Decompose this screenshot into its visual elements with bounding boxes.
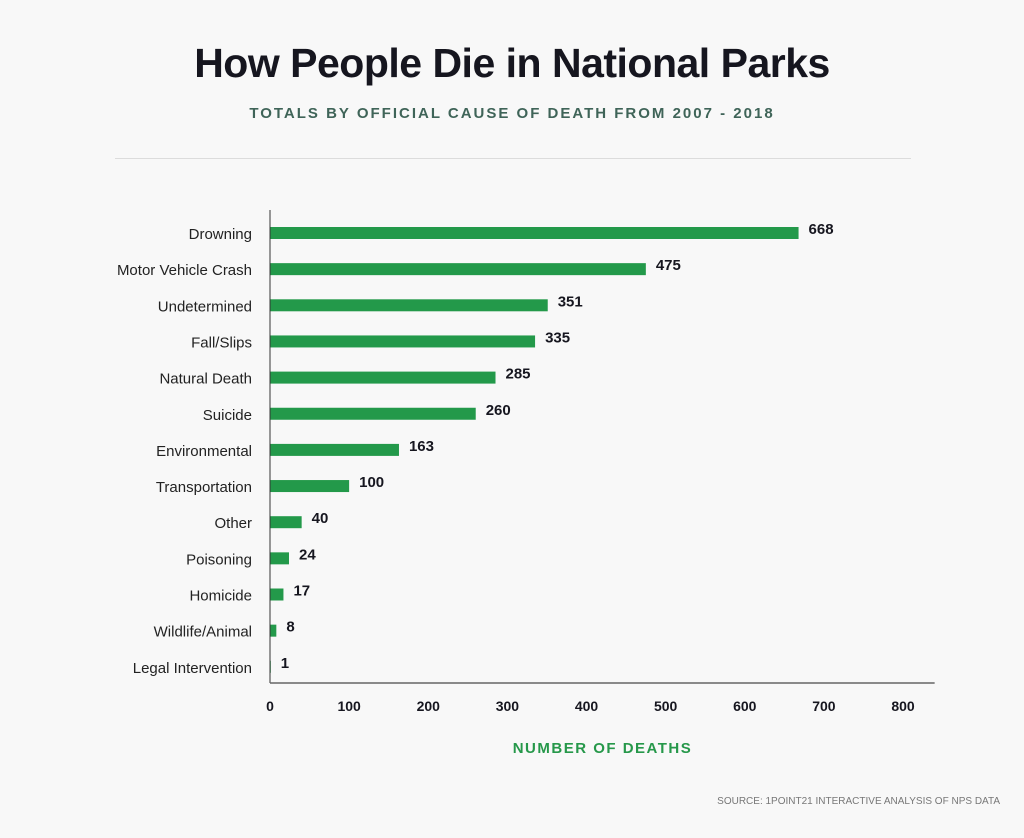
category-label: Drowning (189, 226, 252, 243)
category-label: Fall/Slips (191, 334, 252, 351)
category-label: Motor Vehicle Crash (117, 262, 252, 279)
x-tick-label: 200 (417, 698, 441, 714)
x-tick-label: 400 (575, 698, 599, 714)
chart-title: How People Die in National Parks (194, 40, 830, 86)
category-label: Wildlife/Animal (154, 624, 252, 641)
bar (270, 227, 799, 239)
x-tick-label: 700 (812, 698, 836, 714)
category-label: Natural Death (159, 371, 252, 388)
data-label: 335 (545, 329, 570, 346)
data-label: 260 (486, 402, 511, 419)
x-tick-label: 800 (891, 698, 915, 714)
bar (270, 335, 536, 348)
bar (270, 443, 399, 456)
source-note: SOURCE: 1POINT21 INTERACTIVE ANALYSIS OF… (717, 796, 1000, 807)
x-axis-label: NUMBER OF DEATHS (512, 740, 693, 757)
category-label: Undetermined (158, 298, 252, 315)
category-label: Environmental (156, 443, 252, 460)
data-label: 8 (286, 619, 294, 636)
data-label: 285 (506, 366, 531, 383)
bar (270, 263, 646, 276)
data-label: 163 (409, 438, 434, 455)
x-tick-label: 500 (654, 698, 678, 714)
divider (115, 158, 911, 159)
category-label: Legal Intervention (133, 660, 252, 677)
bar (270, 480, 350, 493)
bar (270, 552, 289, 565)
data-label: 24 (299, 546, 316, 563)
category-label: Suicide (203, 407, 252, 424)
data-label: 351 (558, 293, 583, 310)
bar (270, 407, 476, 420)
data-label: 40 (312, 510, 329, 527)
bar (270, 624, 277, 637)
category-label: Other (214, 515, 252, 532)
data-label: 17 (293, 583, 310, 600)
bar (270, 588, 284, 601)
x-tick-label: 300 (496, 698, 520, 714)
x-tick-label: 100 (337, 698, 361, 714)
bar (270, 299, 548, 312)
data-label: 1 (281, 655, 289, 672)
category-label: Homicide (189, 588, 252, 605)
x-tick-label: 0 (266, 698, 274, 714)
data-label: 668 (809, 221, 834, 238)
x-tick-label: 600 (733, 698, 757, 714)
bar (270, 371, 496, 384)
category-label: Transportation (156, 479, 252, 496)
data-label: 100 (359, 474, 384, 491)
data-label: 475 (656, 257, 681, 274)
bar (270, 516, 302, 529)
category-label: Poisoning (186, 551, 252, 568)
chart-subtitle: TOTALS BY OFFICIAL CAUSE OF DEATH FROM 2… (249, 105, 775, 122)
